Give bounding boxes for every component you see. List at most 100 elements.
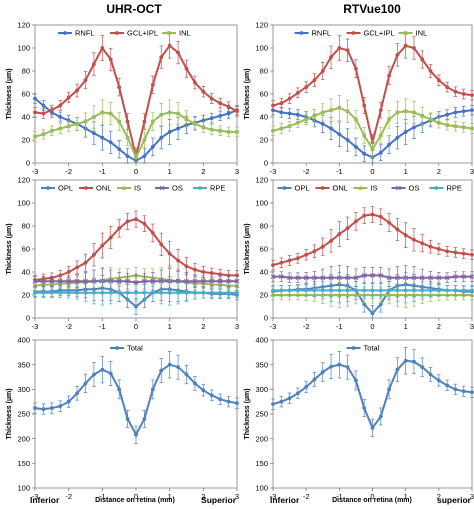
panel-uhr-oct-row1-series-rnfl-point	[66, 118, 71, 123]
panel-uhr-oct-row1-series-rnfl-point	[159, 135, 164, 140]
panel-rtvue100-row3-series-total-point	[287, 396, 292, 401]
panel-rtvue100-row2-y-axis-label: Thickness (µm)	[244, 223, 251, 274]
panel-rtvue100-row3-series-total-point	[420, 365, 425, 370]
panel-uhr-oct-row2-series-rpe-point	[167, 290, 172, 295]
panel-rtvue100-row1-legend-gcl-ipl-label: GCL+IPL	[364, 29, 395, 38]
panel-uhr-oct-row1-series-gcl-ipl-point	[58, 103, 63, 108]
panel-uhr-oct-row2-legend-rpe: RPE	[193, 184, 225, 193]
panel-uhr-oct-row2-ytick-label: 40	[22, 268, 30, 277]
panel-uhr-oct-row1-series-rnfl-point	[58, 115, 63, 119]
panel-uhr-oct-row1-series-inl-point	[235, 130, 239, 134]
panel-rtvue100-row2-xtick-label: 3	[470, 322, 474, 331]
panel-uhr-oct-row2-legend-is-label: IS	[134, 184, 141, 193]
panel-uhr-oct-row1-series-rnfl-point	[41, 103, 46, 108]
panel-uhr-oct-row2-ytick-label: 80	[22, 222, 30, 231]
panel-rtvue100-row1-xtick-label: 3	[470, 167, 474, 176]
panel-uhr-oct-row3-xtick-label: 2	[201, 492, 205, 501]
panel-rtvue100-row1-legend-rnfl-label: RNFL	[312, 29, 332, 38]
panel-rtvue100-row2-series-rpe-point	[345, 288, 350, 293]
panel-uhr-oct-row1: 0 20 40 60 80 100 120 -3 -2 -1 0 1 2 3 Thickness (µm) R…	[6, 21, 239, 176]
panel-rtvue100-row3-series-total-point	[295, 391, 300, 396]
panel-rtvue100-row1-ytick-label: 20	[260, 136, 268, 145]
panel-uhr-oct-row1-ytick-label: 60	[22, 90, 30, 99]
panel-uhr-oct-row1-series-gcl-ipl-point	[100, 46, 105, 50]
panel-rtvue100-row3-series-total-point	[354, 378, 358, 383]
direction-label-inferior-right: Inferior	[270, 495, 300, 505]
panel-rtvue100-row2-series-rpe-point	[337, 288, 342, 293]
panel-rtvue100-row1-series-gcl-ipl-point	[287, 96, 292, 101]
panel-rtvue100-row2-series-onl-point	[395, 227, 400, 232]
panel-rtvue100-row2-ytick-label: 40	[260, 268, 268, 277]
panel-uhr-oct-row1-xtick-label: 0	[134, 167, 138, 176]
panel-rtvue100-row2-series-onl-point	[320, 244, 325, 249]
panel-rtvue100-row1-series-gcl-ipl-point	[453, 89, 458, 94]
panel-uhr-oct-row1-y-axis-label: Thickness (µm)	[6, 68, 13, 119]
panel-rtvue100-row1-series-rnfl-point	[279, 110, 284, 115]
panel-rtvue100-row1-ytick-label: 60	[260, 90, 268, 99]
panel-uhr-oct-row3-xtick-label: -1	[99, 492, 106, 501]
panel-uhr-oct-row3-series-total	[33, 350, 239, 444]
panel-rtvue100-row1-xtick-label: 2	[437, 167, 441, 176]
panel-rtvue100-row3-series-total-point	[320, 370, 325, 374]
panel-uhr-oct-row1-series-inl-point	[142, 138, 147, 142]
panel-rtvue100-row1-series-inl	[271, 95, 474, 158]
panel-uhr-oct-row3-legend-total-marker	[115, 346, 119, 350]
panel-rtvue100-row1-legend-rnfl: RNFL	[294, 29, 332, 38]
panel-rtvue100-row2-series-onl-point	[337, 232, 342, 236]
panel-uhr-oct-row1-ytick-label: 80	[22, 67, 30, 76]
panel-rtvue100-row2-series-os-point	[419, 275, 425, 281]
panel-rtvue100-row3-xtick-label: 0	[370, 492, 374, 501]
panel-uhr-oct-row1-series-rnfl-point	[108, 140, 113, 145]
panel-uhr-oct-row2-series-onl-point	[134, 217, 138, 222]
panel-rtvue100-row2-series-rpe-point	[412, 288, 416, 293]
panel-uhr-oct-row3-series-total-point	[218, 397, 223, 402]
panel-rtvue100-row1-series-gcl-ipl-point	[470, 93, 474, 98]
panel-rtvue100-row1-series-gcl-ipl-point	[312, 78, 317, 83]
panel-rtvue100-row3-ytick-label: 400	[255, 336, 268, 345]
panel-uhr-oct-row2-legend-onl-marker	[84, 186, 88, 190]
panel-rtvue100-row1-series-gcl-ipl-point	[378, 108, 383, 112]
panel-rtvue100-row1-series-rnfl-point	[461, 109, 466, 114]
panel-rtvue100-row2-ytick-label: 80	[260, 222, 268, 231]
panel-uhr-oct-row2-series-onl-point	[176, 258, 180, 263]
panel-uhr-oct-row2-series-rpe-point	[150, 290, 155, 295]
panel-uhr-oct-row2-xtick-label: 3	[235, 322, 239, 331]
panel-rtvue100-row1-xtick-label: 0	[370, 167, 374, 176]
panel-rtvue100-row2-series-onl-point	[329, 239, 333, 243]
panel-rtvue100-row1-series-rnfl-point	[362, 151, 367, 156]
panel-rtvue100-row1-series-rnfl-point	[329, 126, 333, 131]
panel-rtvue100-row1-xtick-label: -3	[270, 167, 277, 176]
panel-uhr-oct-row1-series-inl-point	[66, 124, 71, 128]
panel-uhr-oct-row1-series-gcl-ipl	[33, 32, 239, 164]
panel-uhr-oct-row3-xtick-label: 0	[134, 492, 138, 501]
panel-rtvue100-row3-series-total-point	[312, 377, 317, 382]
panel-rtvue100-row2-series-os-point	[370, 273, 375, 278]
panel-uhr-oct-row2-series-os-point	[184, 278, 189, 284]
panel-rtvue100-row2-series-rpe-point	[453, 288, 458, 293]
panel-uhr-oct-row1-series-gcl-ipl-point	[209, 96, 214, 101]
panel-uhr-oct-row3-plot-area	[34, 339, 238, 489]
panel-rtvue100-row2-series-os-point	[278, 274, 284, 279]
panel-uhr-oct-row1-legend-rnfl: RNFL	[58, 29, 95, 38]
panel-rtvue100-row2-series-rpe-point	[271, 288, 275, 293]
panel-rtvue100-row2-legend-rpe-marker	[434, 186, 439, 190]
panel-rtvue100-row3-xtick-label: -3	[270, 492, 277, 501]
panel-rtvue100-row1-legend-inl-marker	[403, 31, 408, 35]
panel-uhr-oct-row2-series-rpe-point	[184, 290, 189, 295]
panel-rtvue100-row2-series-os-point	[295, 275, 301, 281]
panel-rtvue100-row1-series-inl-point	[412, 110, 416, 115]
panel-uhr-oct-row3-ytick-label: 300	[17, 385, 30, 394]
panel-uhr-oct-row1-series-gcl-ipl-point	[167, 43, 172, 48]
panel-uhr-oct-row2-series-onl-point	[100, 243, 105, 248]
panel-rtvue100-row2-legend-opl-marker	[282, 186, 287, 190]
panel-uhr-oct-row1-series-inl-point	[58, 126, 63, 131]
panel-uhr-oct-row3-series-total-point	[66, 399, 71, 404]
panel-uhr-oct-row2-ytick-label: 60	[22, 245, 30, 254]
panel-uhr-oct-row2-series-rpe-point	[108, 290, 113, 295]
panel-uhr-oct-row3-y-axis-label: Thickness (µm)	[6, 388, 13, 439]
panel-rtvue100-row2-series-rpe-point	[287, 288, 292, 293]
panel-uhr-oct-row1-series-gcl-ipl-point	[83, 78, 88, 83]
panel-uhr-oct-row1-ytick-label: 20	[22, 136, 30, 145]
panel-uhr-oct-row2-series-rpe-point	[66, 290, 71, 295]
